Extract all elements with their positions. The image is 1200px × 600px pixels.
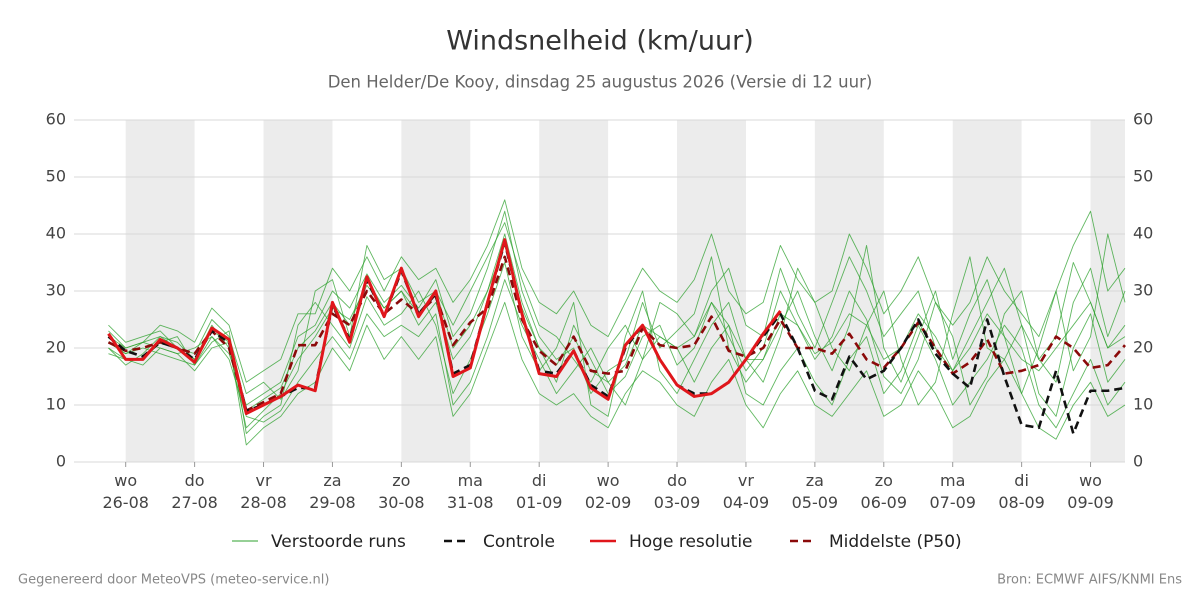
y-tick-label: 40 xyxy=(46,224,66,243)
legend-label: Controle xyxy=(483,532,555,552)
x-tick-label: za 05-09 xyxy=(791,471,839,512)
y2-tick-label: 30 xyxy=(1133,281,1153,300)
y2-tick-label: 40 xyxy=(1133,224,1153,243)
x-tick-label: wo 02-09 xyxy=(584,471,632,512)
x-tick-label: zo 06-09 xyxy=(860,471,908,512)
x-tick-label: vr 04-09 xyxy=(722,471,770,512)
x-tick-label: vr 28-08 xyxy=(240,471,287,512)
x-tick-label: ma 07-09 xyxy=(929,471,976,512)
x-tick-label: zo 30-08 xyxy=(378,471,425,512)
y-tick-label: 0 xyxy=(56,452,66,471)
y2-tick-label: 50 xyxy=(1133,167,1153,186)
ensemble-line xyxy=(108,301,1126,446)
x-tick-label: wo 09-09 xyxy=(1067,471,1114,512)
y-tick-label: 30 xyxy=(46,281,66,300)
footer-left: Gegenereerd door MeteoVPS (meteo-service… xyxy=(18,573,329,588)
x-tick-label: wo 26-08 xyxy=(102,471,149,512)
y-tick-label: 20 xyxy=(46,338,66,357)
y2-tick-label: 0 xyxy=(1133,452,1143,471)
x-tick-label: za 29-08 xyxy=(309,471,356,512)
series-line xyxy=(107,238,782,416)
y2-tick-label: 60 xyxy=(1133,110,1153,129)
ensemble-line xyxy=(108,210,1126,406)
y2-tick-label: 10 xyxy=(1133,395,1153,414)
legend-label: Middelste (P50) xyxy=(829,532,962,552)
x-tick-label: ma 31-08 xyxy=(447,471,494,512)
ensemble-line xyxy=(108,199,1126,383)
chart-subtitle: Den Helder/De Kooy, dinsdag 25 augustus … xyxy=(328,73,873,92)
ensemble-line xyxy=(108,279,1126,429)
y-tick-label: 60 xyxy=(46,110,66,129)
y2-tick-label: 20 xyxy=(1133,338,1153,357)
x-tick-label: di 01-09 xyxy=(515,471,563,512)
chart-title: Windsnelheid (km/uur) xyxy=(446,26,754,57)
x-tick-label: do 27-08 xyxy=(171,471,218,512)
x-tick-label: di 08-09 xyxy=(998,471,1045,512)
footer-right: Bron: ECMWF AIFS/KNMI Ens xyxy=(997,573,1182,588)
legend-label: Verstoorde runs xyxy=(271,532,406,552)
y-tick-label: 50 xyxy=(46,167,66,186)
legend-label: Hoge resolutie xyxy=(629,532,753,552)
y-tick-label: 10 xyxy=(46,395,66,414)
x-tick-label: do 03-09 xyxy=(653,471,701,512)
